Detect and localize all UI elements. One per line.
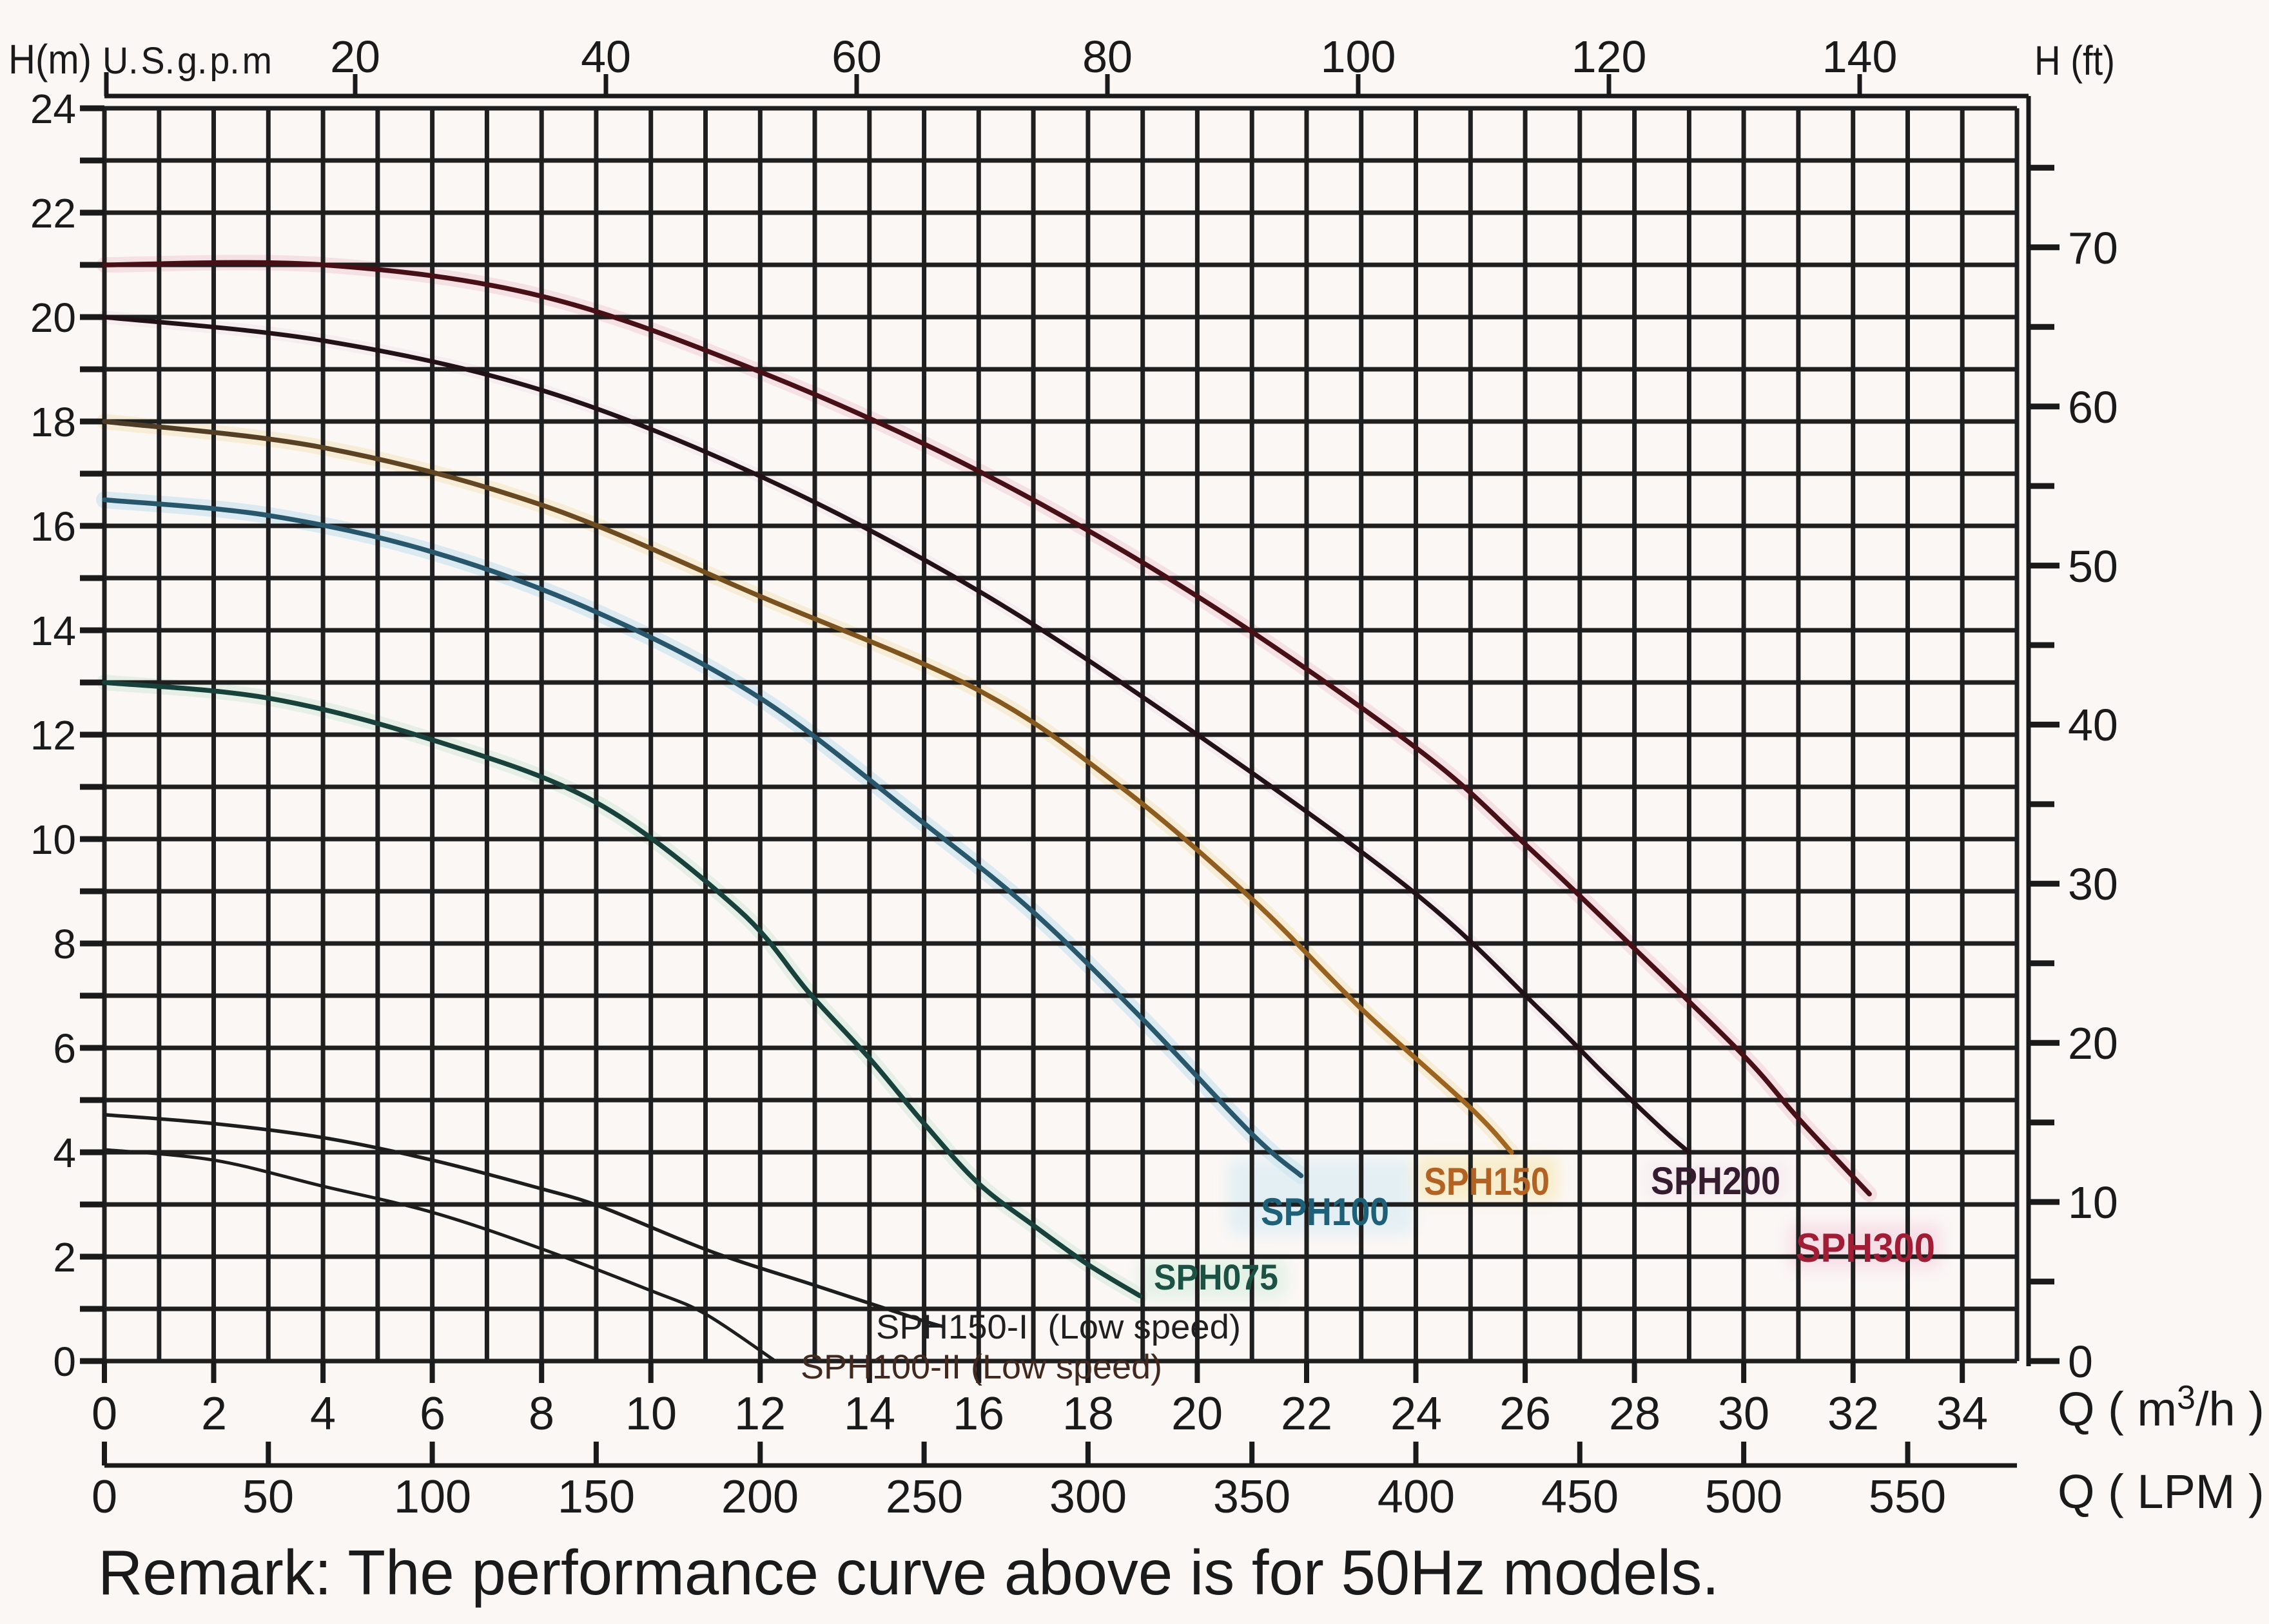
svg-text:18: 18	[1062, 1388, 1114, 1440]
svg-text:6: 6	[420, 1388, 445, 1440]
svg-text:250: 250	[886, 1471, 963, 1523]
svg-text:8: 8	[529, 1388, 554, 1440]
svg-text:SPH150-II (Low speed): SPH150-II (Low speed)	[876, 1308, 1241, 1346]
svg-text:Q ( m3/h ): Q ( m3/h )	[2058, 1379, 2264, 1436]
svg-text:2: 2	[53, 1234, 76, 1281]
svg-text:0: 0	[53, 1339, 76, 1385]
svg-text:34: 34	[1936, 1388, 1988, 1440]
svg-text:12: 12	[30, 712, 76, 759]
svg-text:70: 70	[2068, 223, 2118, 273]
svg-text:40: 40	[2068, 700, 2118, 750]
svg-text:50: 50	[2068, 541, 2118, 592]
svg-text:140: 140	[1822, 32, 1898, 82]
svg-text:4: 4	[53, 1130, 76, 1176]
svg-text:18: 18	[30, 399, 76, 445]
svg-text:U. S. g. p. m: U. S. g. p. m	[102, 40, 272, 82]
svg-text:10: 10	[30, 817, 76, 863]
svg-text:200: 200	[721, 1471, 799, 1523]
svg-text:6: 6	[53, 1025, 76, 1072]
svg-text:450: 450	[1541, 1471, 1619, 1523]
svg-text:80: 80	[1082, 32, 1133, 82]
svg-text:16: 16	[953, 1388, 1004, 1440]
svg-text:Q ( LPM ): Q ( LPM )	[2058, 1465, 2264, 1518]
svg-text:24: 24	[1390, 1388, 1442, 1440]
svg-text:10: 10	[625, 1388, 677, 1440]
svg-text:500: 500	[1705, 1471, 1782, 1523]
svg-text:550: 550	[1869, 1471, 1946, 1523]
svg-text:20: 20	[30, 295, 76, 341]
svg-text:20: 20	[1171, 1388, 1223, 1440]
svg-text:28: 28	[1609, 1388, 1660, 1440]
svg-text:60: 60	[2068, 382, 2118, 432]
svg-text:14: 14	[844, 1388, 895, 1440]
svg-text:30: 30	[1718, 1388, 1769, 1440]
svg-text:32: 32	[1827, 1388, 1879, 1440]
svg-text:SPH150: SPH150	[1424, 1160, 1550, 1203]
svg-text:40: 40	[581, 32, 631, 82]
svg-text:8: 8	[53, 921, 76, 967]
svg-text:300: 300	[1049, 1471, 1127, 1523]
svg-text:4: 4	[310, 1388, 336, 1440]
svg-text:12: 12	[734, 1388, 786, 1440]
svg-text:120: 120	[1572, 32, 1647, 82]
svg-text:SPH300: SPH300	[1796, 1226, 1935, 1271]
svg-text:22: 22	[1281, 1388, 1332, 1440]
svg-text:SPH200: SPH200	[1651, 1159, 1780, 1203]
svg-text:100: 100	[1321, 32, 1396, 82]
svg-text:SPH100: SPH100	[1261, 1190, 1389, 1233]
svg-text:20: 20	[2068, 1018, 2118, 1068]
svg-text:0: 0	[92, 1388, 117, 1440]
svg-text:100: 100	[394, 1471, 471, 1523]
svg-text:SPH075: SPH075	[1154, 1257, 1278, 1297]
svg-text:20: 20	[330, 32, 380, 82]
svg-text:0: 0	[92, 1471, 117, 1523]
svg-text:16: 16	[30, 503, 76, 550]
svg-text:60: 60	[832, 32, 882, 82]
svg-text:Remark: The performance curve: Remark: The performance curve above is f…	[98, 1537, 1719, 1608]
svg-text:H (ft): H (ft)	[2034, 37, 2115, 84]
svg-text:22: 22	[30, 190, 76, 237]
svg-text:2: 2	[201, 1388, 227, 1440]
svg-text:400: 400	[1378, 1471, 1455, 1523]
svg-text:30: 30	[2068, 859, 2118, 909]
svg-text:24: 24	[30, 86, 76, 132]
svg-text:SPH100-II (Low speed): SPH100-II (Low speed)	[801, 1348, 1162, 1386]
svg-text:H(m): H(m)	[8, 36, 92, 82]
svg-text:10: 10	[2068, 1177, 2118, 1228]
svg-text:0: 0	[2068, 1337, 2093, 1387]
svg-text:50: 50	[242, 1471, 294, 1523]
svg-text:150: 150	[558, 1471, 635, 1523]
svg-text:14: 14	[30, 608, 76, 654]
svg-text:350: 350	[1213, 1471, 1290, 1523]
svg-text:26: 26	[1499, 1388, 1551, 1440]
